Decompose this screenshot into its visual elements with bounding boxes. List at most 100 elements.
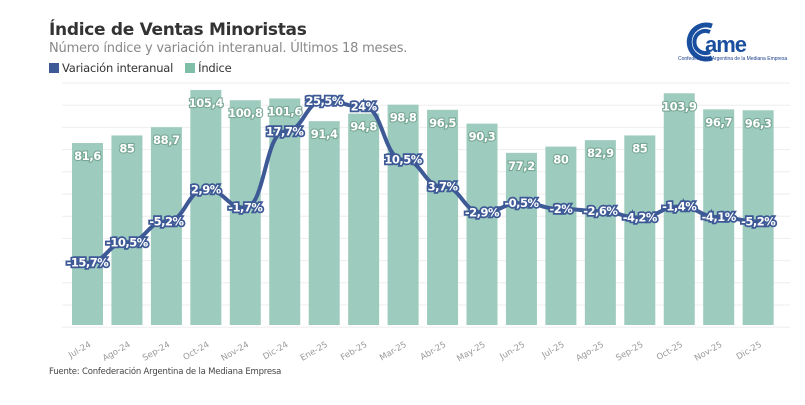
line-point[interactable] (282, 129, 287, 134)
x-tick-label: Feb-25 (339, 340, 369, 363)
x-tick-label: Sep-25 (614, 340, 645, 364)
bar[interactable] (742, 110, 774, 325)
line-point[interactable] (85, 260, 90, 265)
x-tick-label: Mar-25 (378, 340, 408, 363)
bar-data-label: 96,5 (429, 116, 456, 130)
bar-data-label: 88,7 (153, 133, 180, 147)
x-tick-label: Sep-24 (141, 340, 172, 364)
x-tick-label: Jul-24 (66, 340, 93, 361)
line-data-label: 10,5% (384, 153, 422, 167)
bar[interactable] (387, 104, 419, 326)
line-data-labels: -15,7%-10,5%-5,2%2,9%-1,7%17,7%25,5% 24%1… (65, 92, 779, 271)
line-point[interactable] (440, 184, 445, 189)
x-tick-label: Jul-25 (540, 340, 567, 361)
bar-data-labels: 81,6 85 88,7 105,4 100,8 101,6 91,4 94,8 98,8 96,… (73, 95, 773, 174)
line-point[interactable] (519, 200, 524, 205)
line-data-label: 17,7% (266, 124, 304, 138)
line-point[interactable] (677, 204, 682, 209)
bar-data-label: 90,3 (469, 130, 496, 144)
bar[interactable] (72, 143, 103, 325)
line-data-label: -5,2% (741, 214, 776, 228)
bar[interactable] (111, 135, 143, 325)
line-point[interactable] (716, 215, 721, 220)
bar[interactable] (624, 135, 656, 325)
line-data-label: -2,6% (583, 204, 618, 218)
logo-wordmark: ame (705, 32, 747, 57)
line-data-label: -10,5% (106, 235, 149, 249)
line-data-label: -2,9% (465, 205, 500, 219)
line-data-label: 2,9% (191, 183, 222, 197)
logo-inner-c (692, 29, 711, 55)
line-data-label: 3,7% (428, 179, 459, 193)
bar-data-label: 85 (632, 141, 648, 155)
line-point[interactable] (637, 215, 642, 220)
line-point[interactable] (558, 206, 563, 211)
logo-outer-c (686, 22, 713, 62)
bar[interactable] (466, 123, 498, 325)
line-point[interactable] (203, 187, 208, 192)
x-tick-label: May-25 (455, 340, 487, 364)
bar-data-label: 82,9 (587, 146, 614, 160)
x-tick-label: Ago-24 (101, 340, 132, 364)
chart-title: Índice de Ventas Minoristas (49, 20, 307, 40)
line-point[interactable] (480, 210, 484, 215)
bar[interactable] (348, 113, 380, 325)
x-tick-label: Abr-25 (419, 340, 448, 363)
bar-data-label: 103,9 (662, 99, 697, 113)
legend-label-variacion: Variación interanual (62, 61, 174, 75)
bar[interactable] (584, 140, 616, 325)
legend-swatch-bar (185, 63, 196, 73)
legend-item-variacion[interactable]: Variación interanual (49, 61, 173, 75)
bar[interactable] (308, 121, 340, 325)
x-axis-ticks: Jul-24 Ago-24 Sep-24 Oct-24 Nov-24 Dic-24 Ene-… (66, 340, 763, 364)
line-point[interactable] (124, 240, 129, 245)
line-data-label: -1,7% (228, 201, 263, 215)
x-tick-label: Oct-25 (655, 340, 685, 363)
bar-data-label: 91,4 (311, 127, 338, 141)
line-point[interactable] (598, 209, 603, 214)
x-tick-label: Ago-25 (574, 340, 605, 364)
bar[interactable] (545, 146, 577, 325)
bar[interactable] (190, 89, 222, 325)
logo-tagline: Confederación Argentina de la Mediana Em… (678, 56, 788, 62)
source-note: Fuente: Confederación Argentina de la Me… (49, 367, 282, 377)
line-point[interactable] (361, 104, 366, 109)
line-data-label: -1,4% (662, 200, 697, 214)
x-tick-label: Ene-25 (299, 340, 330, 364)
line-data-label: -4,1% (702, 210, 737, 224)
came-logo: ame (686, 22, 748, 62)
legend-item-indice[interactable]: Índice (185, 61, 232, 75)
line-point[interactable] (401, 157, 406, 162)
x-tick-label: Nov-25 (693, 340, 724, 364)
line-data-label: -5,2% (149, 214, 184, 228)
bar-data-label: 105,4 (189, 96, 224, 110)
x-tick-label: Oct-24 (182, 340, 212, 363)
line-data-label: -4,2% (623, 211, 658, 225)
x-tick-label: Dic-25 (735, 340, 764, 362)
line-point[interactable] (243, 205, 248, 210)
bar-data-label: 100,8 (228, 106, 263, 120)
legend-label-indice: Índice (198, 61, 232, 75)
bar[interactable] (229, 100, 261, 325)
bar[interactable] (269, 98, 301, 325)
x-tick-label: Nov-24 (220, 340, 251, 364)
bar-data-label: 80 (553, 153, 569, 167)
line-data-label: 24% (351, 100, 378, 114)
line-data-label: -0,5% (504, 196, 539, 210)
bar-data-label: 96,7 (705, 115, 732, 129)
line-point[interactable] (322, 98, 327, 103)
x-tick-label: Dic-24 (261, 340, 290, 362)
line-data-label: -15,7% (67, 256, 110, 270)
bar[interactable] (427, 109, 459, 326)
line-point[interactable] (164, 219, 169, 224)
line-point[interactable] (756, 219, 761, 224)
legend-swatch-line (49, 63, 59, 73)
line-data-label: 25,5% (305, 94, 343, 108)
bar-data-label: 85 (119, 141, 135, 155)
bar-data-label: 94,8 (350, 120, 377, 134)
bar-data-label: 98,8 (390, 111, 417, 125)
bar[interactable] (505, 152, 537, 325)
bar-data-label: 81,6 (74, 149, 101, 163)
x-tick-label: Jun-25 (498, 340, 527, 363)
